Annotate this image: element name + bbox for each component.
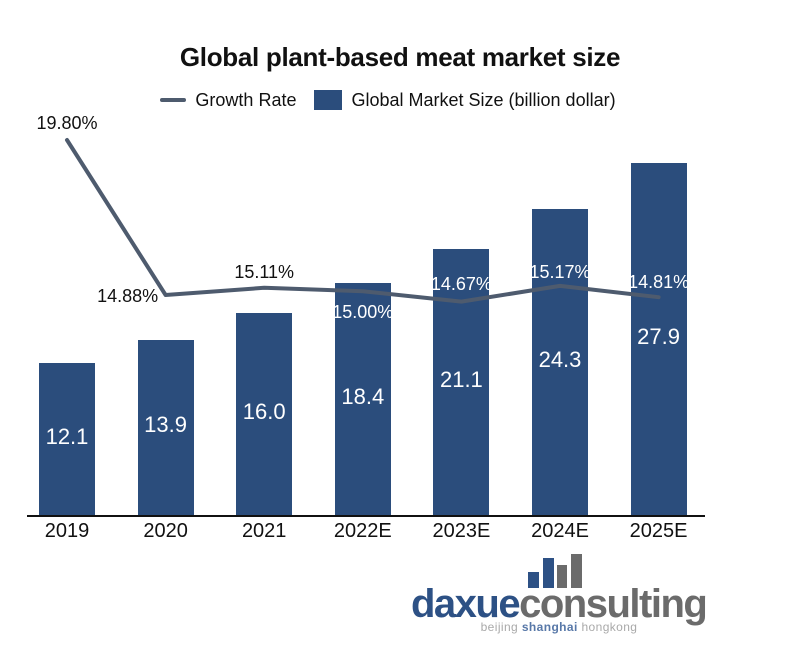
growth-rate-line-swatch-icon: [160, 98, 187, 102]
bar-2019: [39, 362, 95, 515]
tagline-shanghai: shanghai: [521, 620, 578, 634]
bar-value-label-2025E: 27.9: [637, 324, 681, 350]
x-axis-label-2022E: 2022E: [333, 520, 392, 542]
x-axis-label-2025E: 2025E: [629, 520, 688, 542]
growth-rate-label-2023E: 14.67%: [430, 273, 492, 294]
bar-value-label-2024E: 24.3: [538, 346, 582, 372]
bar-value-label-2023E: 21.1: [439, 367, 483, 393]
legend-label-market-size: Global Market Size (billion dollar): [351, 89, 616, 110]
chart-legend: Growth Rate Global Market Size (billion …: [0, 88, 776, 112]
market-size-square-swatch-icon: [314, 90, 343, 110]
legend-item-growth-rate: Growth Rate: [160, 90, 296, 111]
logo-tagline: beijing shanghai hongkong: [481, 620, 638, 634]
growth-rate-label-2019: 19.80%: [36, 113, 98, 134]
x-axis-line: [27, 515, 705, 517]
x-axis-label-2019: 2019: [44, 520, 90, 542]
bar-2021: [236, 313, 293, 515]
tagline-hongkong: hongkong: [581, 620, 638, 634]
growth-rate-label-2022E: 15.00%: [332, 302, 394, 323]
logo-icon-bar-3: [557, 565, 567, 588]
bar-value-label-2020: 13.9: [144, 412, 188, 438]
daxue-consulting-logo: daxueconsulting beijing shanghai hongkon…: [404, 548, 784, 640]
logo-wordmark: daxueconsulting: [411, 582, 708, 626]
bar-value-label-2022E: 18.4: [341, 384, 385, 410]
bar-2020: [137, 339, 194, 515]
x-axis-label-2023E: 2023E: [432, 520, 491, 542]
growth-rate-label-2020: 14.88%: [97, 286, 159, 306]
bar-2022E: [334, 283, 391, 515]
x-axis-label-2024E: 2024E: [531, 520, 589, 542]
legend-label-growth-rate: Growth Rate: [195, 89, 297, 110]
logo-icon-bar-2: [543, 558, 554, 588]
growth-rate-label-2021: 15.11%: [234, 261, 295, 282]
x-axis-label-2021: 2021: [241, 520, 287, 542]
growth-rate-label-2025E: 14.81%: [628, 272, 690, 293]
x-axis-label-2020: 2020: [143, 520, 188, 542]
logo-word-consulting: consulting: [519, 582, 708, 626]
logo-icon-bar-1: [528, 572, 539, 588]
chart-title: Global plant-based meat market size: [179, 42, 621, 72]
logo-word-daxue: daxue: [411, 582, 521, 626]
growth-rate-label-2024E: 15.17%: [529, 261, 591, 282]
bar-value-label-2021: 16.0: [242, 399, 286, 425]
tagline-beijing: beijing: [480, 620, 519, 634]
bar-value-label-2019: 12.1: [45, 423, 89, 449]
legend-item-market-size: Global Market Size (billion dollar): [314, 89, 616, 111]
logo-icon-bar-4: [571, 554, 582, 588]
